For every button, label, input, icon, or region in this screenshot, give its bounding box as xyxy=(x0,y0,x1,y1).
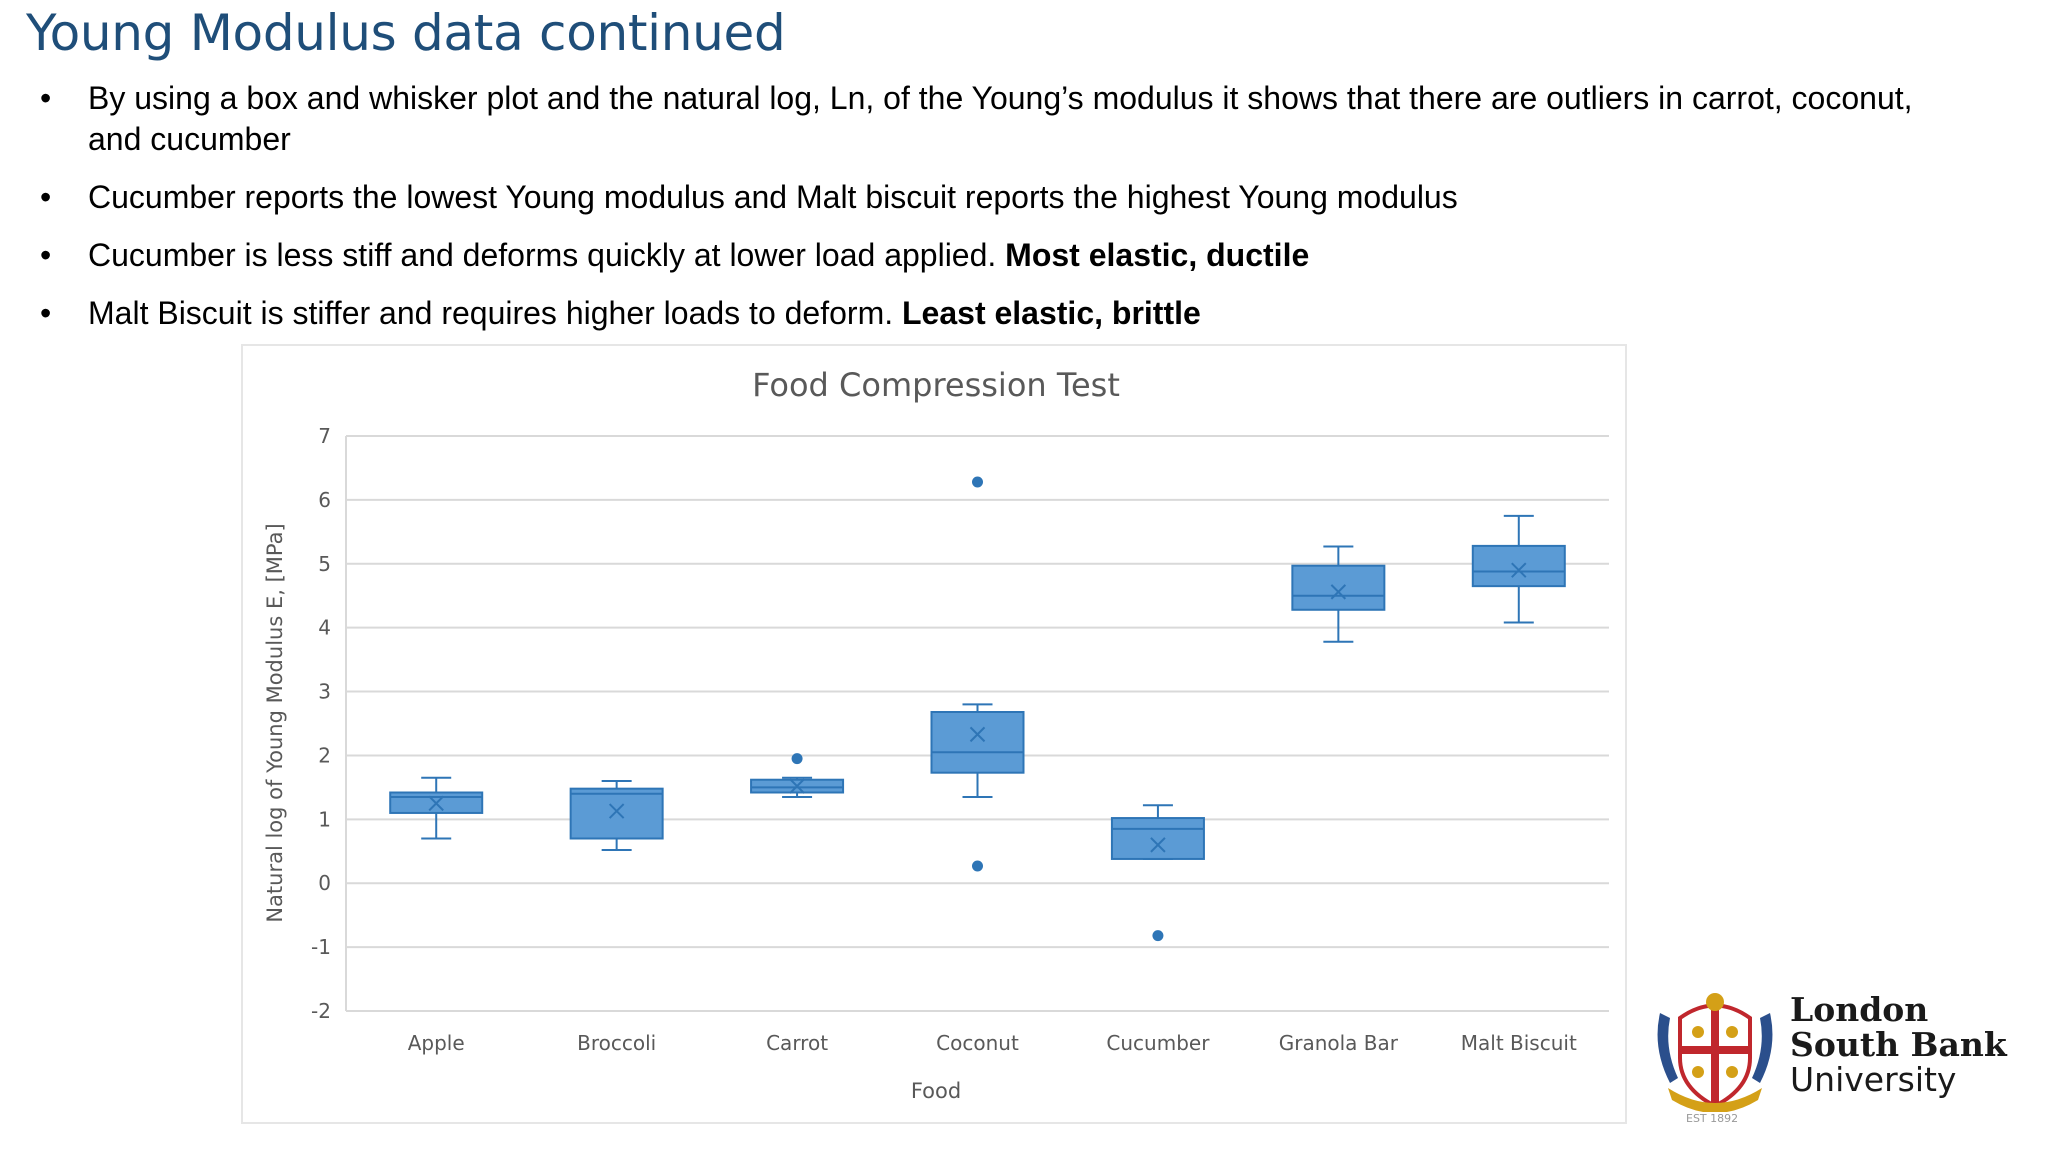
y-tick-label: 1 xyxy=(318,807,331,831)
x-axis-label: Food xyxy=(911,1079,961,1103)
y-axis-ticks: -2 -1 0 1 2 3 4 5 6 7 xyxy=(311,424,331,1023)
university-logo: London South Bank University EST 1892 xyxy=(1650,988,2030,1130)
y-tick-label: 7 xyxy=(318,424,331,448)
y-tick-label: -1 xyxy=(311,935,331,959)
bullet-text: Cucumber is less stiff and deforms quick… xyxy=(88,237,1006,273)
iqr-box xyxy=(1110,817,1205,860)
logo-line-university: University xyxy=(1790,1060,1957,1099)
mean-marker xyxy=(1330,584,1347,600)
logo-wordmark: London South Bank University xyxy=(1790,992,2007,1097)
outlier-point xyxy=(791,753,803,765)
bullet-item: • Cucumber is less stiff and deforms qui… xyxy=(40,235,1970,276)
mean-marker xyxy=(969,726,986,743)
bullet-emphasis: Most elastic, ductile xyxy=(1005,237,1310,273)
box-granola-bar xyxy=(1291,545,1386,643)
y-tick-label: 5 xyxy=(318,552,331,576)
iqr-box xyxy=(569,787,664,840)
y-tick-label: 0 xyxy=(318,871,331,895)
x-tick-label: Granola Bar xyxy=(1279,1031,1399,1055)
bullet-emphasis: Least elastic, brittle xyxy=(902,295,1201,331)
boxes xyxy=(389,476,1566,942)
mean-marker xyxy=(608,803,625,819)
x-tick-label: Broccoli xyxy=(577,1031,656,1055)
y-tick-label: -2 xyxy=(311,999,331,1023)
mean-marker xyxy=(1150,837,1166,853)
chart-frame: Food Compression Test -2 -1 0 1 2 3 4 5 6 7 Apple… xyxy=(241,344,1627,1124)
x-tick-label: Apple xyxy=(408,1031,465,1055)
iqr-box xyxy=(1471,544,1566,588)
y-tick-label: 3 xyxy=(318,680,331,704)
bullet-item: • Malt Biscuit is stiffer and requires h… xyxy=(40,293,1970,334)
box-coconut xyxy=(930,476,1025,872)
x-tick-label: Cucumber xyxy=(1106,1031,1210,1055)
x-tick-label: Carrot xyxy=(766,1031,828,1055)
logo-established: EST 1892 xyxy=(1686,1112,1739,1125)
bullet-marker: • xyxy=(40,179,52,215)
logo-line-london: London xyxy=(1790,990,1929,1029)
crest-icon xyxy=(1657,993,1773,1113)
bullet-text: By using a box and whisker plot and the … xyxy=(88,80,1913,157)
y-tick-label: 6 xyxy=(318,488,331,512)
box-carrot xyxy=(750,753,845,798)
outlier-point xyxy=(972,860,983,872)
box-malt-biscuit xyxy=(1471,514,1566,624)
box-apple xyxy=(389,776,484,840)
iqr-box xyxy=(930,711,1025,774)
bullet-marker: • xyxy=(40,295,52,331)
box-cucumber xyxy=(1110,804,1205,942)
bullet-marker: • xyxy=(40,80,52,116)
bullet-item: • By using a box and whisker plot and th… xyxy=(40,78,1970,160)
y-tick-label: 2 xyxy=(318,743,331,767)
box-plot-chart: Food Compression Test -2 -1 0 1 2 3 4 5 6 7 Apple… xyxy=(263,366,1609,1103)
bullet-marker: • xyxy=(40,237,52,273)
mean-marker xyxy=(789,778,805,794)
mean-marker xyxy=(428,795,444,812)
bullet-text: Malt Biscuit is stiffer and requires hig… xyxy=(88,295,902,331)
outlier-point xyxy=(972,476,983,488)
bullet-item: • Cucumber reports the lowest Young modu… xyxy=(40,177,1970,218)
bullet-list: • By using a box and whisker plot and th… xyxy=(40,78,1970,334)
chart-title: Food Compression Test xyxy=(752,366,1120,404)
bullet-text: Cucumber reports the lowest Young modulu… xyxy=(88,179,1458,215)
mean-marker xyxy=(1511,562,1527,578)
iqr-box xyxy=(1291,564,1386,611)
outlier-point xyxy=(1152,930,1164,942)
x-tick-label: Coconut xyxy=(936,1031,1019,1055)
slide-title: Young Modulus data continued xyxy=(26,4,786,62)
y-axis-label: Natural log of Young Modulus E, [MPa] xyxy=(263,523,287,922)
y-tick-label: 4 xyxy=(318,616,331,640)
x-tick-label: Malt Biscuit xyxy=(1461,1031,1577,1055)
logo-line-southbank: South Bank xyxy=(1790,1025,2007,1064)
x-axis-ticks: Apple Broccoli Carrot Coconut Cucumber Granol… xyxy=(408,1031,1577,1055)
box-broccoli xyxy=(569,780,664,851)
